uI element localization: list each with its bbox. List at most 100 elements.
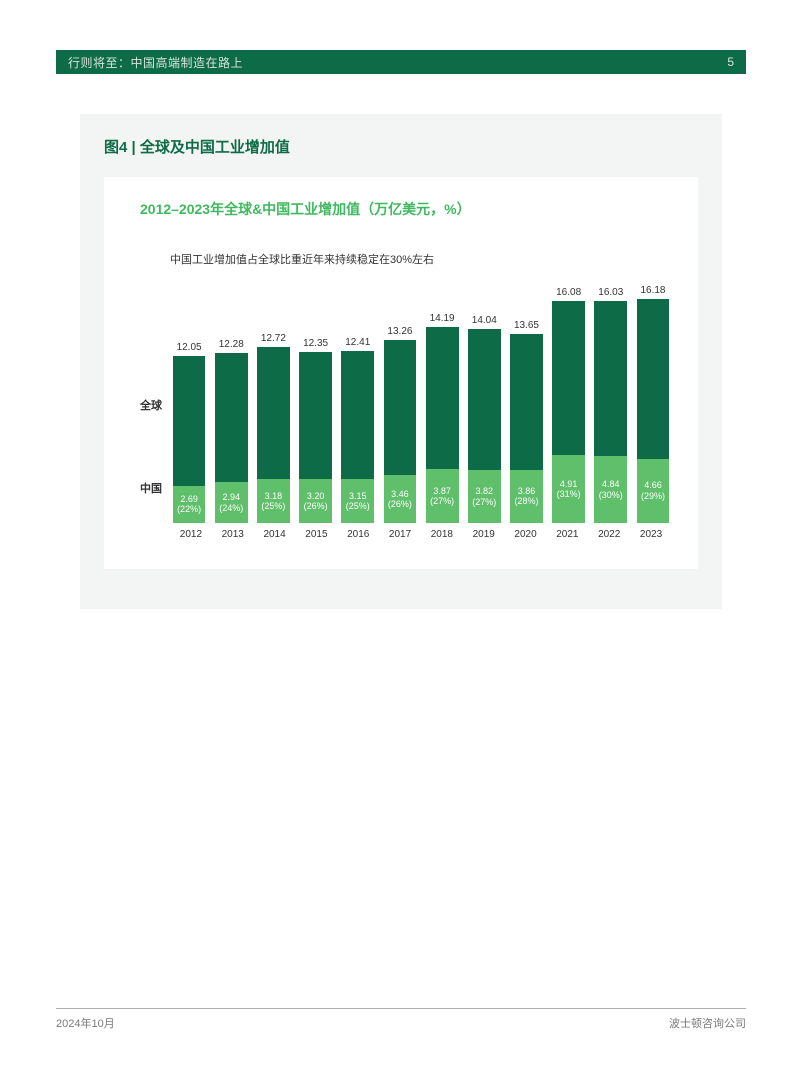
stacked-bar: 4.84(30%): [594, 301, 627, 523]
bar-segment-china: 4.84(30%): [594, 456, 627, 523]
bar-total-label: 12.35: [303, 338, 328, 349]
bar-segment-global: [257, 347, 290, 479]
chart-card: 2012–2023年全球&中国工业增加值（万亿美元，%） 中国工业增加值占全球比…: [104, 177, 698, 569]
china-pct-label: (27%): [430, 496, 454, 506]
bar-segment-china: 3.18(25%): [257, 479, 290, 523]
bar-slot: 16.03 4.84(30%): [592, 287, 630, 523]
bar-total-label: 12.28: [219, 339, 244, 350]
china-value-label: 4.66: [644, 480, 662, 490]
bar-slot: 13.65 3.86(28%): [507, 320, 545, 523]
footer-company: 波士顿咨询公司: [669, 1015, 746, 1031]
footer: 2024年10月 波士顿咨询公司: [56, 1008, 746, 1031]
bar-total-label: 12.72: [261, 333, 286, 344]
x-tick: 2015: [295, 523, 337, 543]
china-value-label: 4.84: [602, 479, 620, 489]
x-tick: 2012: [170, 523, 212, 543]
stacked-bar: 4.91(31%): [552, 301, 585, 523]
bar-slot: 12.72 3.18(25%): [254, 333, 292, 523]
bar-segment-global: [637, 299, 670, 458]
chart-note: 中国工业增加值占全球比重近年来持续稳定在30%左右: [170, 251, 680, 267]
china-value-label: 3.15: [349, 491, 367, 501]
y-axis-series-labels: 全球 中国: [128, 281, 162, 523]
bar-total-label: 12.41: [345, 337, 370, 348]
header-page-number: 5: [727, 55, 734, 69]
stacked-bar: 2.69(22%): [173, 356, 206, 523]
y-label-global: 全球: [140, 397, 162, 413]
bar-segment-china: 3.46(26%): [384, 475, 417, 523]
bar-total-label: 14.04: [472, 315, 497, 326]
bar-segment-china: 3.15(25%): [341, 479, 374, 523]
x-tick: 2014: [254, 523, 296, 543]
bar-slot: 12.41 3.15(25%): [339, 337, 377, 523]
bar-segment-china: 2.94(24%): [215, 482, 248, 523]
header-band: 行则将至：中国高端制造在路上 5: [56, 50, 746, 74]
y-label-china: 中国: [140, 480, 162, 496]
bar-segment-global: [552, 301, 585, 455]
china-pct-label: (25%): [261, 501, 285, 511]
china-value-label: 3.20: [307, 491, 325, 501]
bar-slot: 14.04 3.82(27%): [465, 315, 503, 523]
china-pct-label: (24%): [219, 503, 243, 513]
stacked-bar: 3.20(26%): [299, 352, 332, 523]
header-title: 行则将至：中国高端制造在路上: [68, 54, 243, 71]
chart-subtitle: 2012–2023年全球&中国工业增加值（万亿美元，%）: [140, 199, 680, 219]
bar-slot: 12.35 3.20(26%): [297, 338, 335, 523]
bar-total-label: 12.05: [177, 342, 202, 353]
bar-total-label: 13.65: [514, 320, 539, 331]
bar-total-label: 13.26: [387, 326, 412, 337]
x-axis: 2012201320142015201620172018201920202021…: [170, 523, 672, 543]
bar-slot: 12.28 2.94(24%): [212, 339, 250, 523]
bar-segment-global: [594, 301, 627, 456]
bar-segment-china: 4.66(29%): [637, 459, 670, 523]
bar-segment-china: 3.20(26%): [299, 479, 332, 523]
bar-segment-china: 4.91(31%): [552, 455, 585, 523]
x-tick: 2021: [546, 523, 588, 543]
china-pct-label: (31%): [557, 489, 581, 499]
bar-segment-china: 2.69(22%): [173, 486, 206, 523]
bar-slot: 14.19 3.87(27%): [423, 313, 461, 523]
china-pct-label: (22%): [177, 504, 201, 514]
x-tick: 2022: [588, 523, 630, 543]
bar-segment-global: [173, 356, 206, 485]
china-value-label: 3.82: [476, 486, 494, 496]
bar-segment-global: [468, 329, 501, 470]
bar-segment-global: [215, 353, 248, 482]
china-value-label: 3.86: [518, 486, 536, 496]
bar-segment-china: 3.87(27%): [426, 469, 459, 523]
china-value-label: 4.91: [560, 479, 578, 489]
bar-segment-china: 3.82(27%): [468, 470, 501, 523]
bar-total-label: 16.03: [598, 287, 623, 298]
x-tick: 2017: [379, 523, 421, 543]
bar-total-label: 14.19: [430, 313, 455, 324]
china-pct-label: (25%): [346, 501, 370, 511]
stacked-bar: 2.94(24%): [215, 353, 248, 523]
chart-plot: 12.052.69(22%)12.282.94(24%)12.723.18(25…: [170, 281, 672, 523]
china-value-label: 3.18: [265, 491, 283, 501]
china-pct-label: (29%): [641, 491, 665, 501]
china-value-label: 2.69: [180, 494, 198, 504]
stacked-bar: 4.66(29%): [637, 299, 670, 523]
china-value-label: 2.94: [222, 492, 240, 502]
china-pct-label: (30%): [599, 490, 623, 500]
bar-slot: 13.26 3.46(26%): [381, 326, 419, 523]
bar-segment-china: 3.86(28%): [510, 470, 543, 523]
bar-segment-global: [341, 351, 374, 479]
china-value-label: 3.46: [391, 489, 409, 499]
china-pct-label: (26%): [304, 501, 328, 511]
bar-segment-global: [299, 352, 332, 479]
bar-segment-global: [384, 340, 417, 476]
x-tick: 2013: [212, 523, 254, 543]
stacked-bar: 3.15(25%): [341, 351, 374, 523]
stacked-bar: 3.87(27%): [426, 327, 459, 523]
stacked-bar: 3.86(28%): [510, 334, 543, 523]
bar-total-label: 16.08: [556, 287, 581, 298]
chart-area: 全球 中国 12.052.69(22%)12.282.94(24%)12.723…: [170, 281, 672, 543]
x-tick: 2023: [630, 523, 672, 543]
x-tick: 2018: [421, 523, 463, 543]
stacked-bar: 3.46(26%): [384, 340, 417, 523]
x-tick: 2019: [463, 523, 505, 543]
stacked-bar: 3.18(25%): [257, 347, 290, 523]
china-value-label: 3.87: [433, 486, 451, 496]
figure-title: 图4 | 全球及中国工业增加值: [104, 136, 698, 157]
bar-slot: 12.05 2.69(22%): [170, 342, 208, 523]
